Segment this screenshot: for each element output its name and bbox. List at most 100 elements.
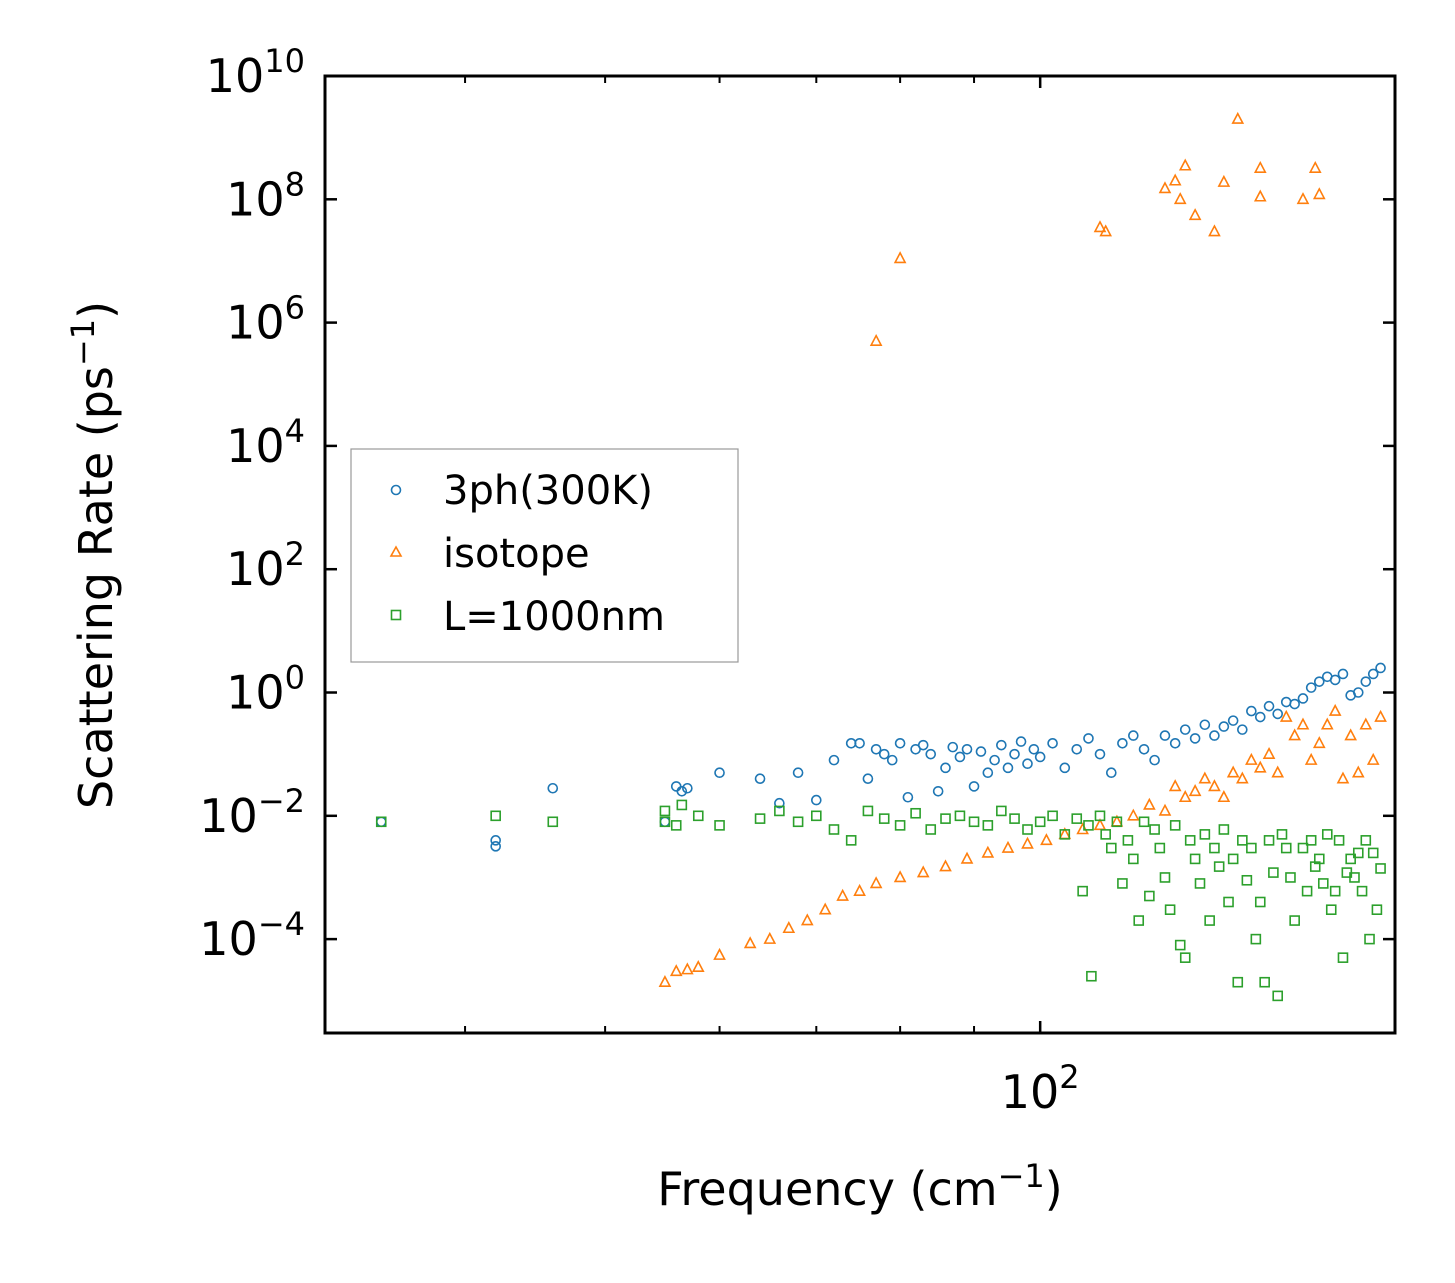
point-series-0-8 bbox=[714, 767, 725, 779]
point-series-2-45 bbox=[1154, 842, 1166, 854]
point-series-1-54 bbox=[893, 251, 907, 264]
point-series-0-27 bbox=[947, 741, 959, 753]
point-series-0-44 bbox=[1083, 733, 1094, 744]
point-series-1-41 bbox=[1288, 728, 1301, 741]
point-series-2-71 bbox=[1276, 829, 1288, 840]
point-series-2-67 bbox=[1259, 976, 1270, 988]
point-series-2-24 bbox=[996, 805, 1007, 817]
point-series-2-19 bbox=[925, 824, 937, 835]
point-series-0-76 bbox=[1375, 662, 1386, 674]
point-series-0-55 bbox=[1199, 719, 1211, 731]
point-series-1-68 bbox=[1308, 160, 1322, 173]
point-series-0-57 bbox=[1218, 721, 1230, 732]
point-series-0-73 bbox=[1352, 687, 1364, 698]
point-series-2-33 bbox=[1086, 970, 1097, 982]
point-series-2-32 bbox=[1083, 820, 1094, 831]
point-series-2-65 bbox=[1250, 933, 1262, 945]
point-series-0-29 bbox=[961, 743, 973, 755]
point-series-0-60 bbox=[1246, 705, 1257, 717]
legend-marker-isotope bbox=[389, 545, 403, 557]
point-series-1-47 bbox=[1336, 771, 1350, 784]
point-series-2-37 bbox=[1111, 816, 1123, 828]
point-series-0-25 bbox=[932, 785, 944, 797]
point-series-1-59 bbox=[1173, 192, 1187, 205]
point-series-0-16 bbox=[862, 773, 874, 784]
y-tick-label-0: 10−4 bbox=[199, 905, 305, 966]
point-series-1-40 bbox=[1279, 709, 1293, 722]
point-series-2-77 bbox=[1305, 835, 1317, 846]
point-series-0-36 bbox=[1009, 748, 1020, 760]
point-series-1-32 bbox=[1208, 779, 1221, 792]
point-series-1-15 bbox=[939, 859, 952, 872]
point-series-0-49 bbox=[1138, 743, 1150, 755]
point-series-1-35 bbox=[1236, 771, 1249, 784]
point-series-0-28 bbox=[954, 751, 966, 763]
point-series-2-66 bbox=[1254, 896, 1266, 908]
point-series-1-38 bbox=[1262, 746, 1276, 759]
point-series-1-28 bbox=[1168, 779, 1182, 792]
point-series-2-93 bbox=[1367, 847, 1379, 859]
point-series-1-36 bbox=[1245, 752, 1258, 765]
point-series-0-74 bbox=[1360, 676, 1372, 687]
point-series-0-67 bbox=[1305, 682, 1317, 693]
legend-label-boundary: L=1000nm bbox=[443, 594, 665, 640]
point-series-2-14 bbox=[845, 835, 857, 846]
point-series-2-73 bbox=[1285, 872, 1296, 883]
point-series-2-13 bbox=[828, 824, 840, 835]
point-series-2-40 bbox=[1128, 853, 1139, 865]
point-series-1-69 bbox=[1312, 187, 1326, 200]
point-series-2-34 bbox=[1094, 810, 1106, 822]
point-series-1-27 bbox=[1158, 803, 1172, 816]
point-series-2-53 bbox=[1194, 878, 1206, 889]
point-series-2-88 bbox=[1349, 872, 1360, 883]
point-series-2-84 bbox=[1333, 835, 1345, 846]
point-series-1-53 bbox=[869, 333, 883, 346]
point-series-0-7 bbox=[682, 782, 693, 794]
point-series-2-41 bbox=[1133, 915, 1145, 926]
point-series-0-39 bbox=[1028, 743, 1040, 755]
point-series-1-2 bbox=[681, 962, 694, 975]
point-series-2-35 bbox=[1100, 829, 1111, 840]
point-series-2-87 bbox=[1345, 853, 1356, 865]
point-series-0-38 bbox=[1022, 758, 1033, 770]
point-series-0-12 bbox=[811, 794, 822, 806]
point-series-1-43 bbox=[1304, 752, 1318, 765]
point-series-2-94 bbox=[1371, 904, 1383, 915]
point-series-2-4 bbox=[659, 805, 671, 817]
point-series-2-31 bbox=[1077, 885, 1088, 897]
point-series-0-15 bbox=[854, 738, 865, 749]
point-series-2-26 bbox=[1022, 824, 1033, 835]
point-series-1-6 bbox=[763, 931, 777, 944]
point-series-2-11 bbox=[792, 816, 804, 828]
point-series-2-28 bbox=[1047, 810, 1058, 822]
point-series-0-24 bbox=[925, 748, 937, 760]
point-series-2-17 bbox=[894, 820, 906, 831]
axis-ticks: 10−4 10−2 100 102 104 106 108 1010 102 bbox=[199, 42, 1395, 1119]
x-tick-label-0: 102 bbox=[1001, 1058, 1080, 1119]
point-series-1-14 bbox=[916, 865, 930, 878]
point-series-1-60 bbox=[1178, 158, 1192, 171]
point-series-1-13 bbox=[893, 870, 907, 883]
point-series-1-56 bbox=[1099, 224, 1113, 237]
point-series-0-35 bbox=[1002, 762, 1014, 774]
point-series-0-50 bbox=[1149, 754, 1160, 766]
point-series-1-51 bbox=[1366, 752, 1380, 765]
point-series-2-1 bbox=[490, 810, 501, 822]
point-series-1-9 bbox=[818, 902, 832, 915]
point-series-1-44 bbox=[1312, 736, 1326, 749]
y-tick-label-1: 10−2 bbox=[199, 782, 305, 843]
point-series-1-16 bbox=[960, 851, 974, 864]
point-series-0-63 bbox=[1272, 708, 1284, 720]
y-tick-label-5: 106 bbox=[226, 289, 305, 350]
point-series-2-80 bbox=[1317, 878, 1329, 889]
point-series-0-13 bbox=[828, 754, 840, 766]
point-series-1-58 bbox=[1168, 173, 1182, 186]
point-series-1-61 bbox=[1188, 208, 1202, 221]
point-series-2-90 bbox=[1356, 885, 1368, 897]
point-series-2-8 bbox=[714, 820, 725, 831]
point-series-2-57 bbox=[1213, 861, 1225, 872]
point-series-0-20 bbox=[894, 738, 906, 749]
point-series-2-9 bbox=[754, 813, 766, 824]
point-series-2-74 bbox=[1289, 915, 1300, 926]
